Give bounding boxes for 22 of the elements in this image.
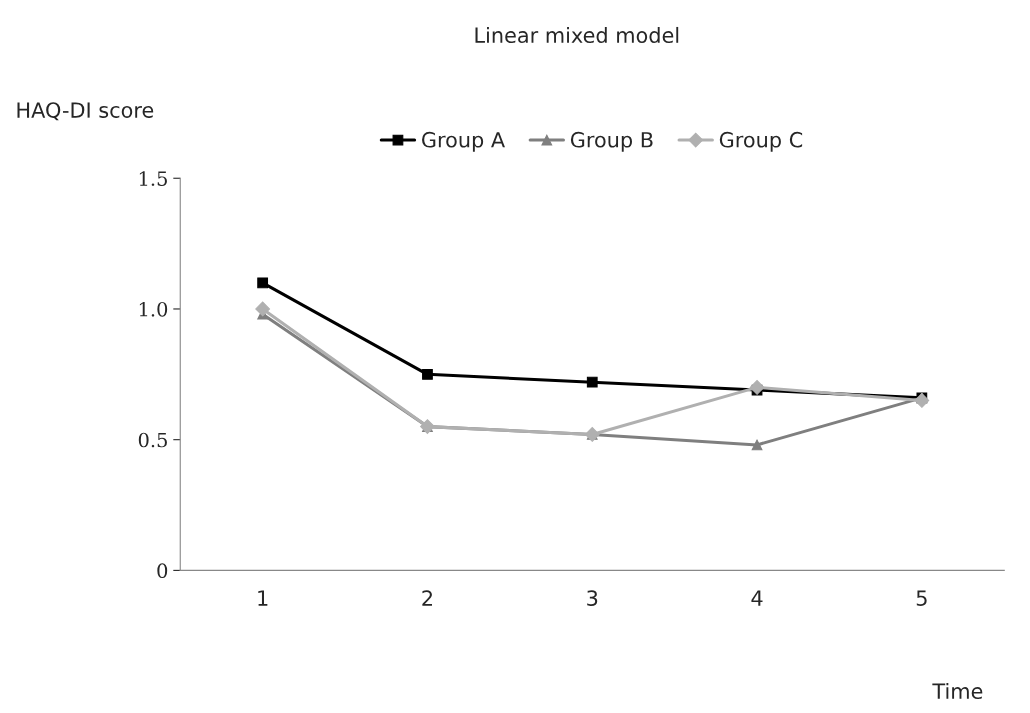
x-tick-label: 3	[587, 590, 598, 606]
legend-label: Group A	[422, 131, 505, 152]
x-axis-title: Time	[932, 682, 983, 700]
point	[751, 439, 763, 451]
point	[749, 380, 765, 395]
y-tick-label: 0.5	[138, 432, 167, 448]
legend-label: Group B	[570, 131, 653, 152]
x-tick-label: 1	[258, 590, 268, 606]
legend-label: Group C	[719, 131, 803, 152]
point	[422, 368, 433, 380]
point	[257, 277, 269, 289]
y-axis-title: HAQ-DI score	[17, 102, 154, 121]
y-tick-label: 1.5	[139, 171, 167, 186]
point	[586, 376, 598, 388]
x-tick-label: 4	[751, 590, 763, 606]
x-tick-label: 5	[916, 590, 927, 606]
point	[914, 393, 930, 408]
y-tick-label: 0	[157, 563, 168, 579]
point	[255, 301, 271, 317]
x-tick-label: 2	[422, 590, 432, 606]
y-tick-label: 1.0	[139, 301, 168, 317]
chart-title: Linear mixed model	[475, 26, 679, 44]
